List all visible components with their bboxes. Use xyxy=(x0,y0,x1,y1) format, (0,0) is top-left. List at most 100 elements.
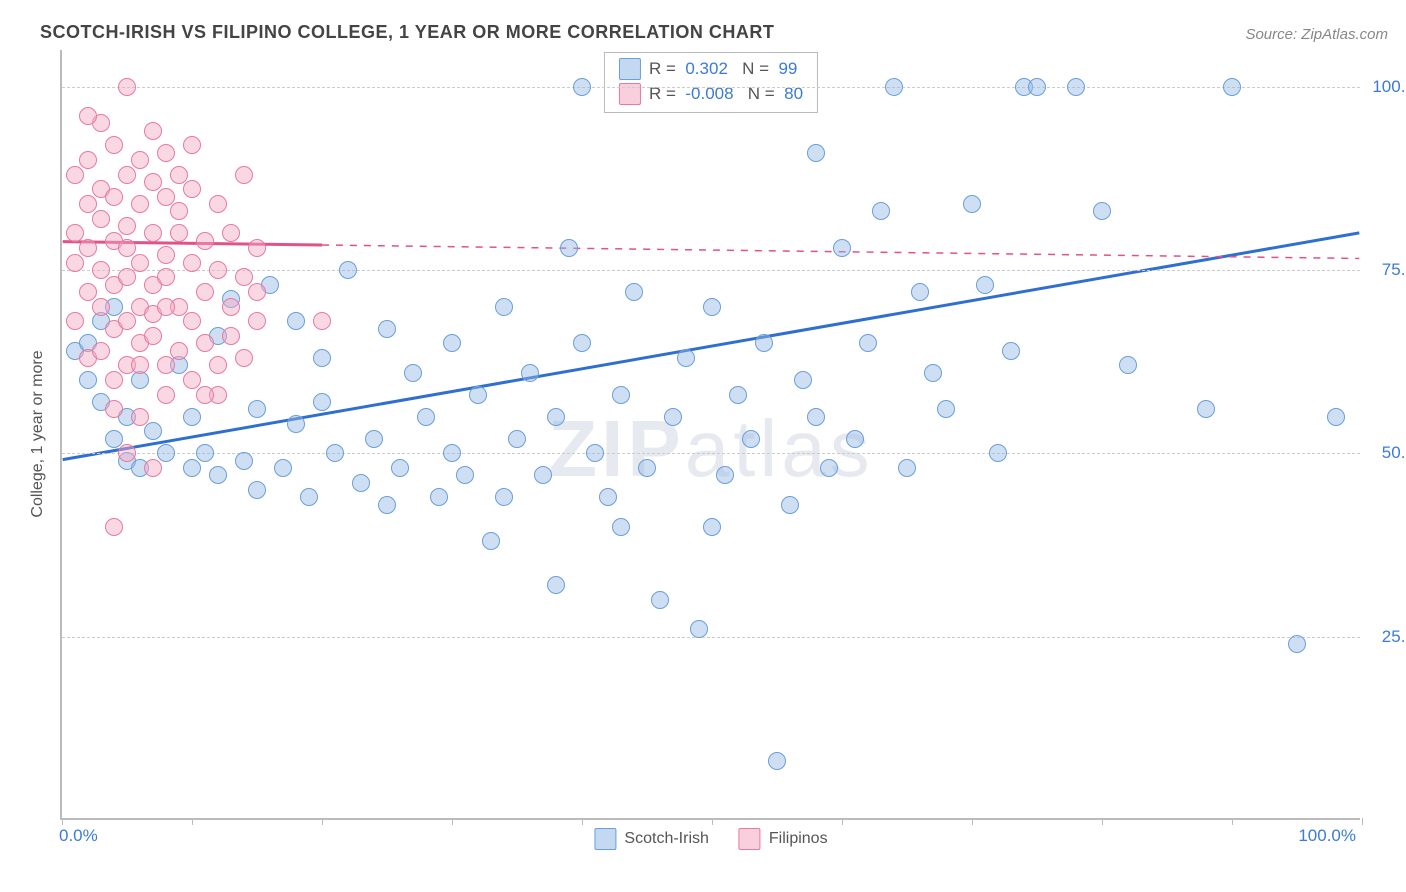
scatter-point xyxy=(66,224,84,242)
legend-item-filipinos: Filipinos xyxy=(739,828,828,850)
scatter-point xyxy=(183,136,201,154)
scatter-point xyxy=(573,334,591,352)
gridline xyxy=(62,637,1360,638)
scatter-point xyxy=(144,224,162,242)
plot-area: College, 1 year or more ZIPatlas R = 0.3… xyxy=(60,50,1360,820)
scatter-point xyxy=(105,371,123,389)
y-axis-tick-label: 75.0% xyxy=(1382,260,1406,280)
scatter-point xyxy=(157,356,175,374)
scatter-point xyxy=(183,312,201,330)
scatter-point xyxy=(248,312,266,330)
scatter-point xyxy=(547,576,565,594)
scatter-point xyxy=(1028,78,1046,96)
scatter-point xyxy=(79,151,97,169)
scatter-point xyxy=(586,444,604,462)
scatter-point xyxy=(105,136,123,154)
scatter-point xyxy=(495,488,513,506)
scatter-point xyxy=(1119,356,1137,374)
scatter-point xyxy=(885,78,903,96)
scatter-point xyxy=(287,312,305,330)
y-axis-tick-label: 100.0% xyxy=(1372,77,1406,97)
scatter-point xyxy=(313,312,331,330)
scatter-point xyxy=(664,408,682,426)
scatter-point xyxy=(222,327,240,345)
x-axis-tick xyxy=(582,818,583,825)
trend-line xyxy=(63,242,322,245)
scatter-point xyxy=(1002,342,1020,360)
legend-r-value-blue: 0.302 xyxy=(685,59,728,78)
scatter-point xyxy=(703,518,721,536)
scatter-point xyxy=(612,386,630,404)
legend-item-scotch-irish: Scotch-Irish xyxy=(594,828,708,850)
scatter-point xyxy=(170,202,188,220)
legend-correlation: R = 0.302 N = 99 R = -0.008 N = 80 xyxy=(604,52,818,113)
scatter-point xyxy=(833,239,851,257)
scatter-point xyxy=(768,752,786,770)
scatter-point xyxy=(196,334,214,352)
scatter-point xyxy=(313,393,331,411)
scatter-point xyxy=(118,444,136,462)
scatter-point xyxy=(638,459,656,477)
trend-line xyxy=(63,233,1360,460)
scatter-point xyxy=(859,334,877,352)
scatter-point xyxy=(157,298,175,316)
scatter-point xyxy=(807,144,825,162)
scatter-point xyxy=(118,312,136,330)
scatter-point xyxy=(92,298,110,316)
scatter-point xyxy=(118,217,136,235)
scatter-point xyxy=(807,408,825,426)
x-axis-tick xyxy=(712,818,713,825)
x-axis-max-label: 100.0% xyxy=(1298,826,1356,846)
scatter-point xyxy=(404,364,422,382)
scatter-point xyxy=(820,459,838,477)
scatter-point xyxy=(170,342,188,360)
scatter-point xyxy=(1223,78,1241,96)
scatter-point xyxy=(183,459,201,477)
scatter-point xyxy=(573,78,591,96)
scatter-point xyxy=(222,224,240,242)
scatter-point xyxy=(196,283,214,301)
scatter-point xyxy=(729,386,747,404)
scatter-point xyxy=(989,444,1007,462)
scatter-point xyxy=(976,276,994,294)
scatter-point xyxy=(144,422,162,440)
scatter-point xyxy=(235,349,253,367)
scatter-point xyxy=(157,268,175,286)
scatter-point xyxy=(144,327,162,345)
x-axis-tick xyxy=(452,818,453,825)
scatter-point xyxy=(274,459,292,477)
scatter-point xyxy=(235,452,253,470)
scatter-point xyxy=(131,408,149,426)
scatter-point xyxy=(118,78,136,96)
scatter-point xyxy=(118,239,136,257)
scatter-point xyxy=(105,400,123,418)
legend-series: Scotch-Irish Filipinos xyxy=(594,828,827,850)
scatter-point xyxy=(170,224,188,242)
scatter-point xyxy=(963,195,981,213)
scatter-point xyxy=(469,386,487,404)
scatter-point xyxy=(690,620,708,638)
scatter-point xyxy=(196,386,214,404)
scatter-point xyxy=(1197,400,1215,418)
scatter-point xyxy=(508,430,526,448)
scatter-point xyxy=(79,239,97,257)
scatter-point xyxy=(131,356,149,374)
scatter-point xyxy=(144,173,162,191)
scatter-point xyxy=(183,180,201,198)
scatter-point xyxy=(521,364,539,382)
scatter-point xyxy=(209,195,227,213)
scatter-point xyxy=(443,444,461,462)
scatter-point xyxy=(417,408,435,426)
scatter-point xyxy=(92,210,110,228)
scatter-point xyxy=(313,349,331,367)
scatter-point xyxy=(196,444,214,462)
scatter-point xyxy=(144,122,162,140)
legend-label-scotch-irish: Scotch-Irish xyxy=(624,830,708,848)
scatter-point xyxy=(365,430,383,448)
scatter-point xyxy=(144,459,162,477)
scatter-point xyxy=(118,268,136,286)
scatter-point xyxy=(846,430,864,448)
scatter-point xyxy=(248,481,266,499)
scatter-point xyxy=(92,261,110,279)
scatter-point xyxy=(209,466,227,484)
